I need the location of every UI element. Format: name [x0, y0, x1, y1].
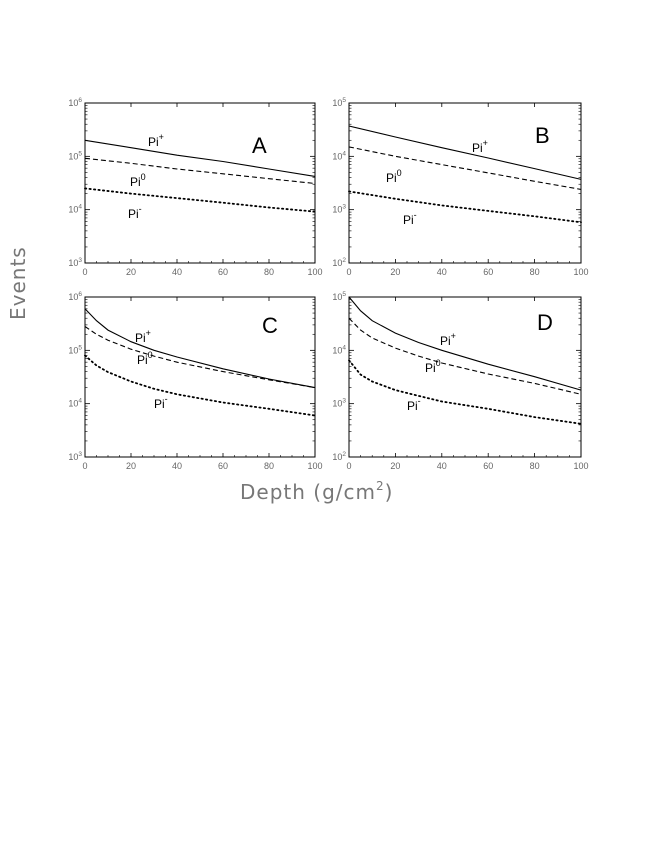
chart-panel-a: 0 20 40 60 80 100 103 104 105 106 Pi+ Pi0 Pi- A: [68, 97, 322, 277]
series-line-pi-zero: [84, 326, 316, 389]
x-tick-label: 60: [483, 267, 493, 277]
x-tick-label: 0: [346, 461, 351, 471]
x-tick-label: 80: [530, 267, 540, 277]
series-line-pi-minus: [84, 354, 316, 417]
y-tick-label: 104: [68, 398, 82, 409]
y-tick-label: 105: [68, 150, 82, 161]
series-line-pi-zero: [84, 157, 316, 185]
series-label-plus: Pi+: [135, 328, 151, 345]
x-tick-label: 80: [264, 461, 274, 471]
plot-frame: [84, 102, 316, 264]
y-tick-label: 103: [332, 398, 346, 409]
x-tick-label: 100: [573, 461, 588, 471]
x-tick-label: 40: [437, 267, 447, 277]
panel-letter: D: [537, 310, 553, 335]
x-tick-label: 0: [346, 267, 351, 277]
x-tick-label: 0: [82, 267, 87, 277]
chart-panel-d: 0 20 40 60 80 100 102 103 104 105 Pi+ Pi0 Pi- D: [332, 291, 588, 471]
x-tick-label: 60: [218, 461, 228, 471]
y-tick-label: 105: [332, 291, 346, 302]
series-label-zero: Pi0: [386, 168, 402, 185]
series-line-pi-zero: [348, 146, 582, 190]
series-line-pi-minus: [348, 359, 582, 425]
x-tick-label: 100: [307, 267, 322, 277]
x-tick-label: 40: [172, 267, 182, 277]
x-tick-label: 60: [483, 461, 493, 471]
series-line-pi-plus: [84, 139, 316, 177]
y-tick-label: 103: [68, 257, 82, 268]
series-label-plus: Pi+: [148, 132, 164, 149]
y-tick-label: 106: [68, 97, 82, 108]
x-tick-label: 100: [573, 267, 588, 277]
series-label-minus: Pi-: [154, 394, 168, 411]
y-tick-label: 105: [68, 344, 82, 355]
y-tick-label: 103: [68, 451, 82, 462]
x-tick-label: 40: [172, 461, 182, 471]
series-label-minus: Pi-: [407, 396, 421, 413]
y-axis-title: Events: [6, 246, 30, 320]
x-tick-label: 20: [390, 461, 400, 471]
series-label-minus: Pi-: [128, 204, 142, 221]
series-line-pi-plus: [84, 308, 316, 389]
panel-letter: B: [535, 123, 550, 148]
x-axis-title-end: ): [385, 480, 394, 504]
series-line-pi-minus: [84, 187, 316, 213]
panels-group: 0 20 40 60 80 100 103 104 105 106 Pi+ Pi0 Pi- A 0 20 40 6…: [68, 97, 588, 471]
x-tick-label: 60: [218, 267, 228, 277]
series-label-plus: Pi+: [440, 331, 456, 348]
y-tick-label: 103: [332, 204, 346, 215]
y-tick-label: 105: [332, 97, 346, 108]
series-label-minus: Pi-: [403, 210, 417, 227]
x-tick-label: 80: [530, 461, 540, 471]
panel-letter: A: [252, 133, 267, 158]
series-line-pi-zero: [348, 317, 582, 395]
y-tick-label: 102: [332, 257, 346, 268]
series-label-plus: Pi+: [472, 138, 488, 155]
x-tick-label: 40: [437, 461, 447, 471]
x-axis-title-sup: 2: [376, 479, 385, 493]
y-tick-label: 102: [332, 451, 346, 462]
series-line-pi-plus: [348, 296, 582, 391]
series-label-zero: Pi0: [130, 172, 146, 189]
series-label-zero: Pi0: [425, 358, 441, 375]
y-tick-label: 104: [332, 150, 346, 161]
y-tick-label: 106: [68, 291, 82, 302]
x-axis-title-base: Depth (g/cm: [240, 480, 376, 504]
x-tick-label: 20: [390, 267, 400, 277]
series-label-zero: Pi0: [137, 350, 153, 367]
chart-panel-b: 0 20 40 60 80 100 102 103 104 105 Pi+ Pi0 Pi- B: [332, 97, 588, 277]
series-line-pi-minus: [348, 190, 582, 224]
x-tick-label: 80: [264, 267, 274, 277]
x-tick-label: 0: [82, 461, 87, 471]
y-tick-label: 104: [332, 344, 346, 355]
x-axis-title: Depth (g/cm2): [240, 479, 393, 504]
series-line-pi-plus: [348, 125, 582, 180]
x-tick-label: 20: [126, 461, 136, 471]
x-tick-label: 20: [126, 267, 136, 277]
y-tick-label: 104: [68, 204, 82, 215]
chart-panel-c: 0 20 40 60 80 100 103 104 105 106 Pi+ Pi0 Pi- C: [68, 291, 322, 471]
panel-letter: C: [262, 313, 278, 338]
x-tick-label: 100: [307, 461, 322, 471]
